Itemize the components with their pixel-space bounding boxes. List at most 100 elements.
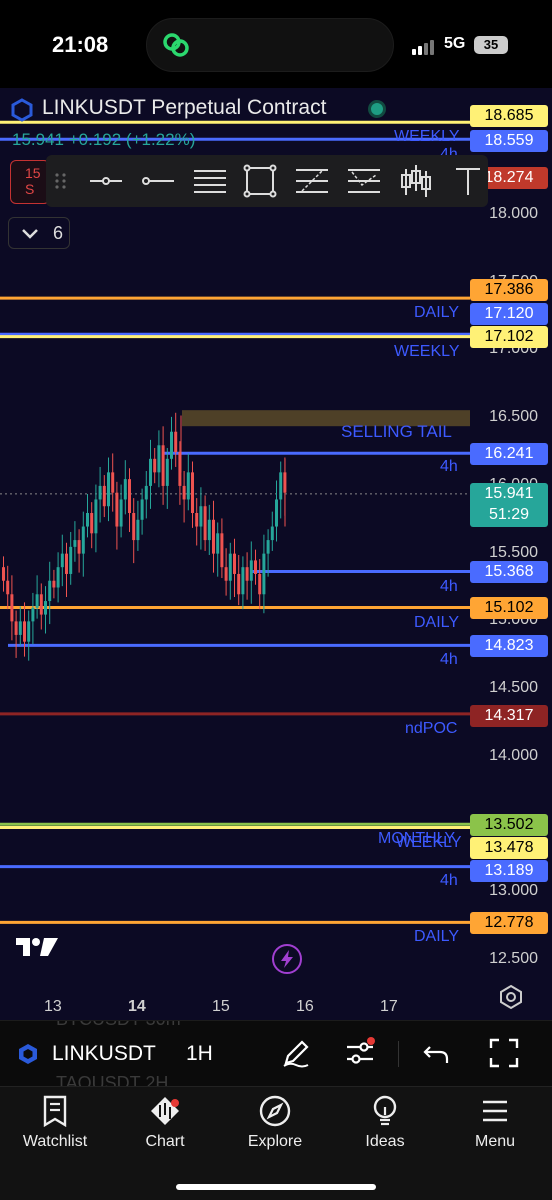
candle-body xyxy=(6,580,10,595)
indicators-icon[interactable] xyxy=(344,1037,376,1069)
candle-body xyxy=(73,540,77,547)
network-type: 5G xyxy=(444,35,466,52)
candle-body xyxy=(44,601,47,615)
candle-body xyxy=(195,513,199,527)
candle-body xyxy=(60,553,64,568)
candle-body xyxy=(81,526,85,554)
tab-label: Ideas xyxy=(365,1133,405,1150)
candle-body xyxy=(69,546,73,574)
candle-body xyxy=(220,533,224,568)
candle-body xyxy=(27,621,31,642)
candle-body xyxy=(216,533,220,554)
tab-watchlist[interactable]: Watchlist xyxy=(0,1095,110,1151)
status-bar: 21:08 5G 35 xyxy=(0,0,552,88)
chart-area[interactable] xyxy=(0,88,552,1020)
candles-icon[interactable] xyxy=(398,163,434,199)
fib-retracement-icon[interactable] xyxy=(294,163,330,199)
candle-body xyxy=(52,580,56,588)
candle-body xyxy=(107,472,110,507)
chart-settings-icon[interactable] xyxy=(498,984,524,1010)
candle-body xyxy=(258,573,262,595)
candle-body xyxy=(249,560,253,581)
tab-menu[interactable]: Menu xyxy=(440,1095,550,1151)
tab-explore[interactable]: Explore xyxy=(220,1095,330,1151)
dynamic-island[interactable] xyxy=(146,18,394,72)
candle-body xyxy=(98,485,102,500)
tab-bar: Watchlist Chart Explore Ideas Menu xyxy=(0,1086,552,1200)
candle-body xyxy=(170,431,173,459)
candle-body xyxy=(237,573,241,595)
candle-body xyxy=(233,553,236,574)
signal-icon xyxy=(412,37,436,55)
candle-body xyxy=(153,458,157,473)
tab-label: Explore xyxy=(247,1133,303,1150)
candle-body xyxy=(39,594,43,615)
tab-label: Watchlist xyxy=(22,1133,88,1150)
ohlc-chip[interactable]: 15 S xyxy=(10,160,50,204)
candle-body xyxy=(18,621,22,635)
tab-ideas[interactable]: Ideas xyxy=(330,1095,440,1151)
candle-body xyxy=(102,485,106,507)
drag-handle-icon[interactable] xyxy=(54,163,68,199)
ghost-symbol: TAOUSDT 2H xyxy=(56,1073,169,1086)
candle-body xyxy=(165,458,169,486)
candle-body xyxy=(275,499,278,527)
symbol-title[interactable]: LINKUSDT Perpetual Contract xyxy=(42,96,327,119)
candle-body xyxy=(94,499,98,534)
hamburger-icon xyxy=(483,1100,507,1122)
parallel-lines-icon[interactable] xyxy=(192,163,228,199)
symbol-name[interactable]: LINKUSDT xyxy=(52,1042,156,1065)
candle-body xyxy=(212,519,215,554)
fullscreen-icon[interactable] xyxy=(488,1037,520,1069)
chainlink-icon xyxy=(11,98,33,122)
candle-body xyxy=(161,445,165,486)
candle-body xyxy=(144,485,148,500)
candle-body xyxy=(123,479,127,500)
bolt-button[interactable] xyxy=(272,944,302,974)
tab-label: Chart xyxy=(145,1133,185,1150)
chevron-down-icon xyxy=(22,229,38,239)
candle-body xyxy=(48,580,52,602)
text-tool-icon[interactable] xyxy=(450,163,486,199)
tab-label: Menu xyxy=(474,1133,516,1150)
undo-icon[interactable] xyxy=(420,1037,452,1069)
bolt-icon xyxy=(281,950,293,968)
candle-body xyxy=(86,513,89,527)
candle-body xyxy=(56,567,60,588)
home-indicator xyxy=(176,1184,376,1190)
candle-body xyxy=(186,472,190,500)
tab-chart[interactable]: Chart xyxy=(110,1095,220,1151)
candle-body xyxy=(245,567,249,581)
candle-body xyxy=(132,513,136,541)
indicators-count: 6 xyxy=(53,223,64,243)
candle-body xyxy=(270,526,274,541)
fib-extension-icon[interactable] xyxy=(346,163,382,199)
indicators-toggle[interactable]: 6 xyxy=(8,217,70,249)
pen-icon[interactable] xyxy=(280,1037,312,1069)
drawing-toolbar xyxy=(46,155,488,207)
battery-icon: 35 xyxy=(474,36,508,54)
timeframe-button[interactable]: 1H xyxy=(186,1042,213,1065)
horizontal-line-icon[interactable] xyxy=(88,163,124,199)
separator xyxy=(398,1041,399,1067)
candle-body xyxy=(199,506,203,527)
candle-body xyxy=(128,479,131,513)
market-status-dot xyxy=(368,100,386,118)
watchlist-icon xyxy=(43,1095,67,1127)
chart-icon xyxy=(151,1097,179,1125)
link-icon xyxy=(163,33,189,57)
selling-tail-zone xyxy=(182,410,470,427)
candle-body xyxy=(228,553,232,581)
horizontal-ray-icon[interactable] xyxy=(140,163,176,199)
rectangle-icon[interactable] xyxy=(242,163,278,199)
candle-body xyxy=(207,519,211,541)
candle-body xyxy=(2,567,5,581)
candle-body xyxy=(182,485,186,500)
candle-body xyxy=(254,560,257,574)
price-chart[interactable] xyxy=(0,88,552,1020)
candle-body xyxy=(149,458,152,486)
candle-body xyxy=(136,519,140,541)
candle-body xyxy=(178,452,182,486)
compass-icon xyxy=(259,1095,291,1127)
candle-body xyxy=(241,567,245,595)
